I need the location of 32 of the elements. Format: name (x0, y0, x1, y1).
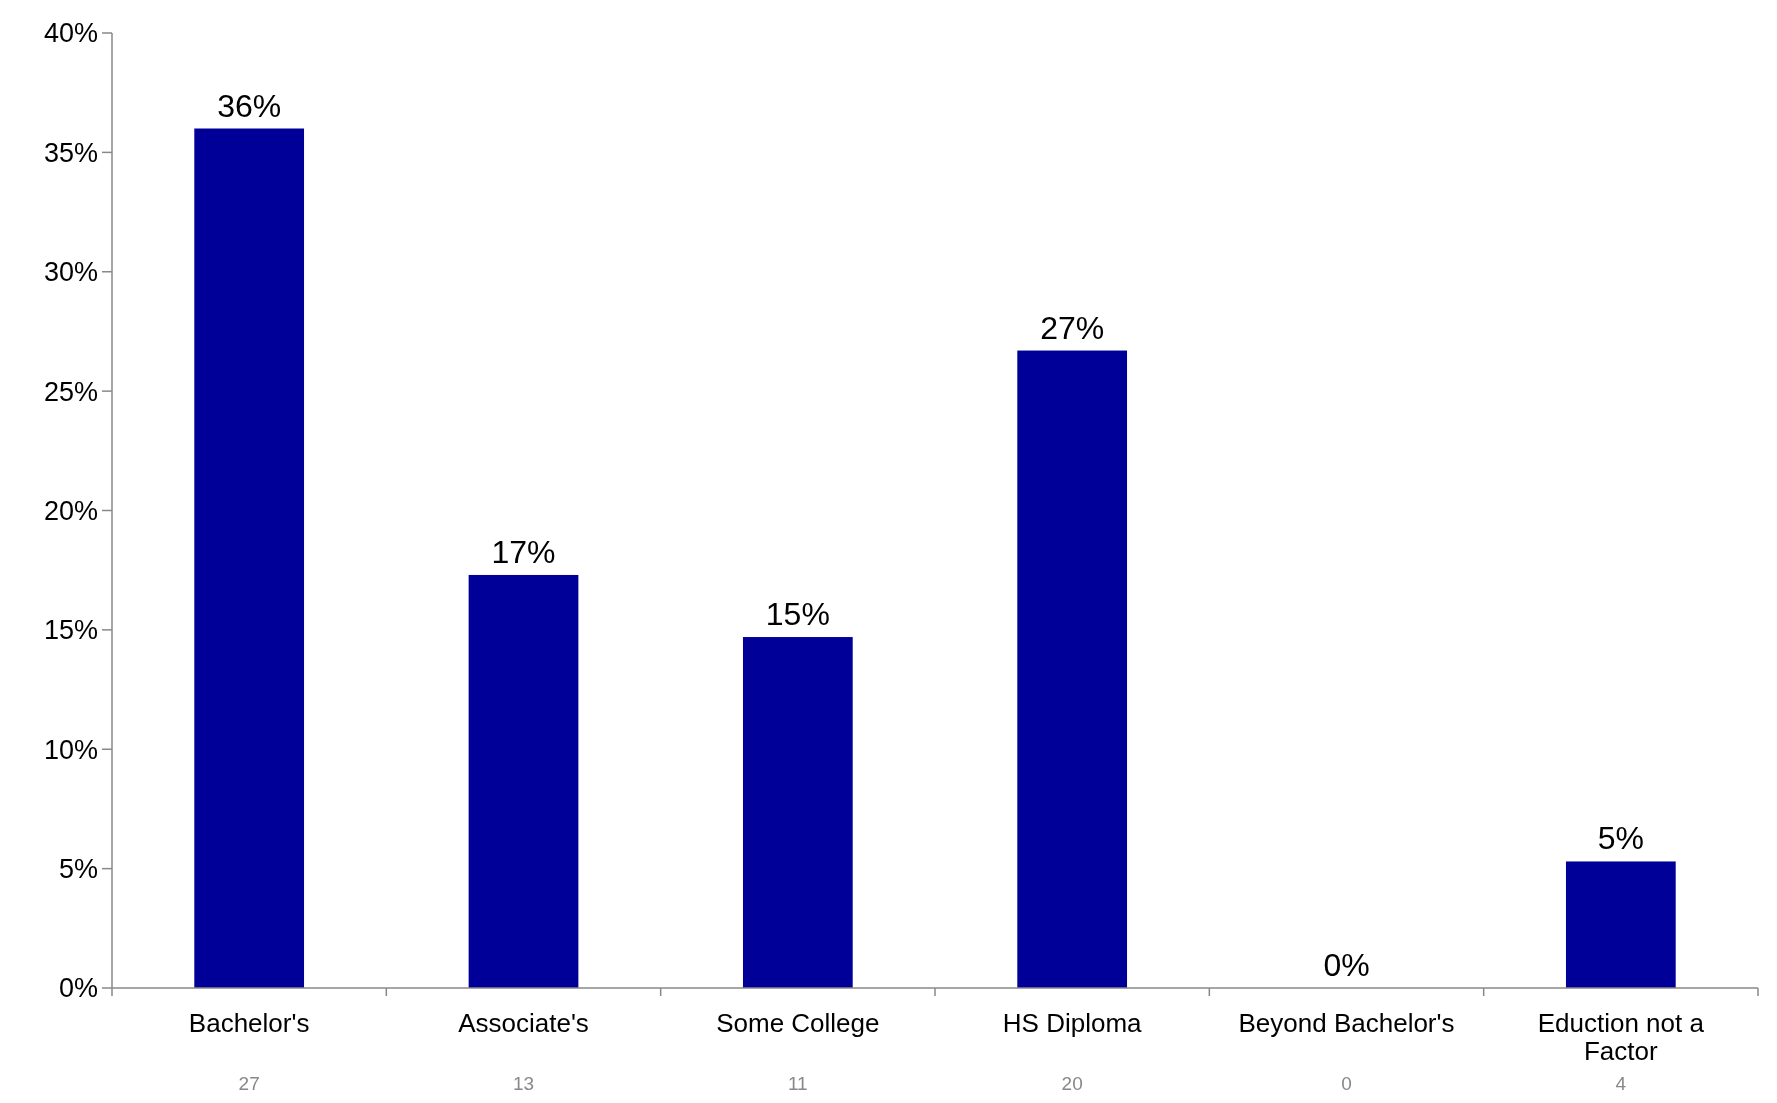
bar (1017, 350, 1128, 988)
text: 11 (787, 1073, 808, 1094)
x-tick-label: Bachelor's (188, 1008, 310, 1038)
text: 0 (1341, 1073, 1352, 1094)
x-tick-label: Eduction not a Factor (1537, 1008, 1705, 1066)
y-tick-label: 20% (43, 495, 98, 526)
y-tick-label: 0% (58, 973, 98, 1004)
text: 20 (1061, 1073, 1083, 1094)
bar (1565, 861, 1676, 988)
bar (194, 128, 305, 988)
text: 27 (238, 1073, 260, 1094)
bar (468, 574, 579, 988)
x-tick-label: Beyond Bachelor's (1238, 1008, 1455, 1038)
y-tick-label: 25% (43, 376, 98, 407)
data-label: 0% (1323, 947, 1370, 983)
x-tick-label: Some College (716, 1008, 880, 1038)
data-label: 17% (491, 533, 556, 570)
text: 4 (1615, 1073, 1627, 1094)
y-tick-label: 15% (43, 615, 98, 646)
text: 13 (512, 1073, 535, 1094)
data-label: 5% (1597, 820, 1644, 857)
bar (742, 637, 853, 988)
x-tick-label: HS Diploma (1002, 1008, 1143, 1038)
x-tick-label: Associate's (458, 1008, 589, 1038)
data-label: 15% (765, 596, 830, 633)
data-label: 36% (217, 87, 282, 124)
data-label: 27% (1040, 309, 1105, 346)
y-tick-label: 30% (43, 257, 98, 288)
y-tick-label: 35% (43, 137, 98, 168)
y-tick-label: 40% (43, 18, 98, 49)
y-tick-label: 10% (43, 734, 98, 765)
y-tick-label: 5% (58, 854, 98, 885)
